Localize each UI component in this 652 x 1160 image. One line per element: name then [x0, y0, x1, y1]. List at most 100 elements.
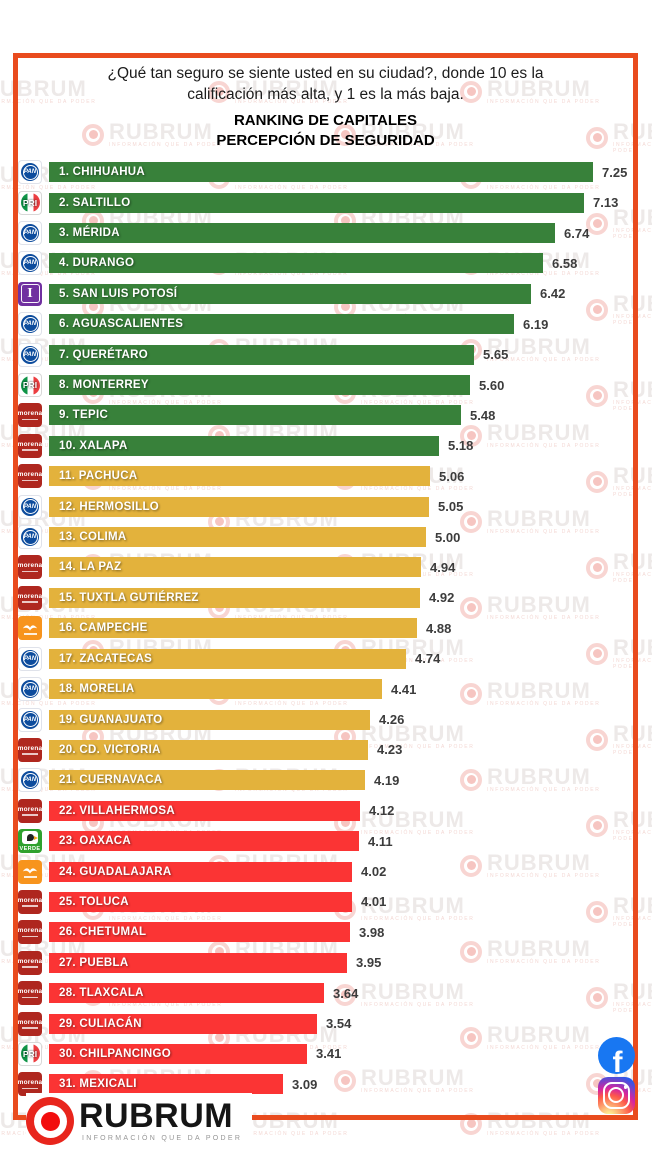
city-label: 21. CUERNAVACA [59, 774, 163, 787]
content-frame: ¿Qué tan seguro se siente usted en su ci… [13, 53, 638, 1120]
ranking-row: morena 27. PUEBLA 3.95 [18, 948, 631, 978]
score-bar: 30. CHILPANCINGO [49, 1043, 307, 1064]
ranking-row: 16. CAMPECHE 4.88 [18, 613, 631, 643]
score-value: 3.64 [333, 985, 359, 1001]
score-value: 4.19 [374, 772, 400, 788]
ranking-row: morena 11. PACHUCA 5.06 [18, 461, 631, 491]
pan-party-icon: PAN [18, 525, 42, 550]
pan-party-icon: PAN [18, 707, 42, 732]
score-value: 3.54 [326, 1016, 352, 1032]
city-label: 23. OAXACA [59, 835, 132, 848]
morena-party-icon: morena [18, 950, 42, 975]
ranking-row: PAN 1. CHIHUAHUA 7.25 [18, 157, 631, 187]
ranking-row: PRI 2. SALTILLO 7.13 [18, 187, 631, 217]
ranking-row: morena 31. MEXICALI 3.09 [18, 1069, 631, 1099]
rubrum-logo: RUBRUM INFORMACIÓN QUE DA PODER [26, 1093, 253, 1149]
city-label: 6. AGUASCALIENTES [59, 318, 184, 331]
ranking-row: VERDE 23. OAXACA 4.11 [18, 826, 631, 856]
city-label: 20. CD. VICTORIA [59, 743, 161, 756]
ranking-row: PRI 30. CHILPANCINGO 3.41 [18, 1039, 631, 1069]
score-value: 3.41 [316, 1046, 342, 1062]
ranking-row: morena 29. CULIACÁN 3.54 [18, 1008, 631, 1038]
score-value: 4.23 [377, 742, 403, 758]
city-label: 9. TEPIC [59, 409, 109, 422]
pan-party-icon: PAN [18, 677, 42, 702]
score-value: 4.88 [426, 620, 452, 636]
ranking-list: PAN 1. CHIHUAHUA 7.25 PRI 2. SALTILLO 7.… [18, 157, 631, 1100]
score-value: 3.98 [359, 924, 385, 940]
score-bar: 17. ZACATECAS [49, 648, 406, 669]
ranking-row: I 5. SAN LUIS POTOSÍ 6.42 [18, 279, 631, 309]
instagram-icon[interactable] [598, 1077, 635, 1114]
ranking-row: PAN 18. MORELIA 4.41 [18, 674, 631, 704]
facebook-icon[interactable]: f [598, 1037, 635, 1074]
mc-party-icon [18, 616, 42, 641]
score-bar: 1. CHIHUAHUA [49, 162, 593, 183]
score-bar: 9. TEPIC [49, 405, 461, 426]
score-bar: 15. TUXTLA GUTIÉRREZ [49, 587, 420, 608]
score-bar: 22. VILLAHERMOSA [49, 800, 360, 821]
ranking-row: PAN 3. MÉRIDA 6.74 [18, 218, 631, 248]
score-bar: 16. CAMPECHE [49, 618, 417, 639]
city-label: 17. ZACATECAS [59, 652, 153, 665]
ranking-row: PAN 12. HERMOSILLO 5.05 [18, 491, 631, 521]
pan-party-icon: PAN [18, 494, 42, 519]
morena-party-icon: morena [18, 920, 42, 945]
ranking-row: PAN 4. DURANGO 6.58 [18, 248, 631, 278]
score-bar: 31. MEXICALI [49, 1074, 283, 1095]
morena-party-icon: morena [18, 555, 42, 580]
morena-party-icon: morena [18, 433, 42, 458]
score-bar: 21. CUERNAVACA [49, 770, 365, 791]
score-bar: 6. AGUASCALIENTES [49, 314, 514, 335]
pan-party-icon: PAN [18, 221, 42, 246]
ranking-row: 24. GUADALAJARA 4.02 [18, 856, 631, 886]
score-value: 4.94 [430, 559, 456, 575]
pan-party-icon: PAN [18, 312, 42, 337]
ranking-row: morena 20. CD. VICTORIA 4.23 [18, 735, 631, 765]
score-value: 4.02 [361, 864, 387, 880]
pan-party-icon: PAN [18, 160, 42, 185]
ind-party-icon: I [18, 281, 42, 306]
score-value: 6.19 [523, 316, 549, 332]
city-label: 2. SALTILLO [59, 196, 131, 209]
city-label: 31. MEXICALI [59, 1078, 137, 1091]
rubrum-tagline: INFORMACIÓN QUE DA PODER [82, 1135, 243, 1142]
city-label: 22. VILLAHERMOSA [59, 804, 175, 817]
score-value: 5.60 [479, 377, 505, 393]
page-title-line1: RANKING DE CAPITALES [233, 112, 418, 129]
city-label: 16. CAMPECHE [59, 622, 148, 635]
score-value: 4.26 [379, 712, 405, 728]
score-value: 4.41 [391, 681, 417, 697]
score-value: 7.13 [593, 195, 619, 211]
pri-party-icon: PRI [18, 190, 42, 215]
score-bar: 11. PACHUCA [49, 466, 430, 487]
score-bar: 27. PUEBLA [49, 952, 347, 973]
pri-party-icon: PRI [18, 373, 42, 398]
score-bar: 24. GUADALAJARA [49, 861, 352, 882]
morena-party-icon: morena [18, 889, 42, 914]
city-label: 5. SAN LUIS POTOSÍ [59, 287, 178, 300]
score-bar: 28. TLAXCALA [49, 983, 324, 1004]
city-label: 13. COLIMA [59, 531, 127, 544]
score-bar: 8. MONTERREY [49, 375, 470, 396]
verde-party-icon: VERDE [18, 829, 42, 854]
score-value: 5.06 [439, 468, 465, 484]
ranking-row: morena 9. TEPIC 5.48 [18, 400, 631, 430]
city-label: 24. GUADALAJARA [59, 865, 172, 878]
ranking-row: morena 28. TLAXCALA 3.64 [18, 978, 631, 1008]
morena-party-icon: morena [18, 981, 42, 1006]
score-bar: 23. OAXACA [49, 831, 359, 852]
score-bar: 13. COLIMA [49, 527, 426, 548]
score-value: 4.11 [368, 833, 393, 849]
ranking-row: PRI 8. MONTERREY 5.60 [18, 370, 631, 400]
score-bar: 19. GUANAJUATO [49, 709, 370, 730]
score-value: 7.25 [602, 164, 628, 180]
score-bar: 29. CULIACÁN [49, 1013, 317, 1034]
social-links: f [598, 1037, 635, 1114]
score-value: 5.00 [435, 529, 461, 545]
ranking-row: morena 14. LA PAZ 4.94 [18, 552, 631, 582]
score-bar: 4. DURANGO [49, 253, 543, 274]
score-bar: 2. SALTILLO [49, 192, 584, 213]
pan-party-icon: PAN [18, 251, 42, 276]
city-label: 11. PACHUCA [59, 470, 138, 483]
